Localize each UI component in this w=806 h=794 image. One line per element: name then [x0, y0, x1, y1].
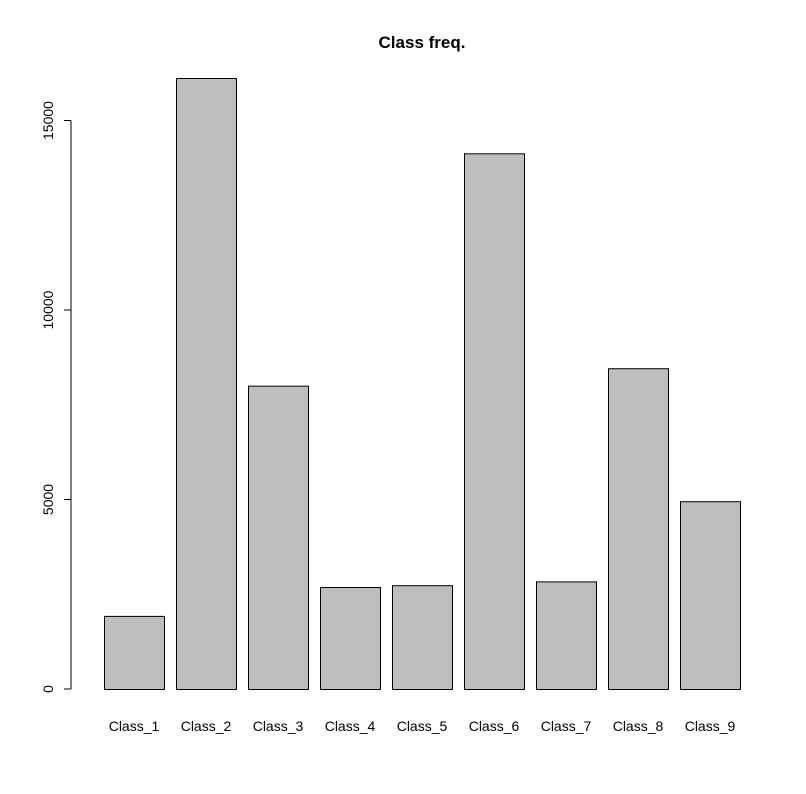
bar-class-9 [680, 501, 741, 691]
category-label: Class_2 [181, 718, 232, 734]
y-tick-label: 15000 [40, 101, 56, 140]
chart-title: Class freq. [379, 33, 466, 52]
bar-class-7 [536, 581, 597, 690]
bar-class-3 [248, 385, 309, 690]
category-label: Class_6 [469, 718, 520, 734]
bar-class-5 [392, 585, 453, 690]
category-label: Class_4 [325, 718, 376, 734]
category-label: Class_5 [397, 718, 448, 734]
bar-class-2 [176, 78, 237, 690]
bar-class-4 [320, 587, 381, 690]
bar-class-8 [608, 368, 669, 690]
category-label: Class_1 [109, 718, 160, 734]
y-axis: 0 5000 10000 15000 [40, 101, 72, 693]
category-label: Class_8 [613, 718, 664, 734]
bar-class-1 [104, 615, 165, 690]
bar-class-6 [464, 153, 525, 690]
category-label: Class_7 [541, 718, 592, 734]
y-tick-label: 0 [40, 685, 56, 693]
bars [104, 78, 741, 691]
category-labels: Class_1 Class_2 Class_3 Class_4 Class_5 Class… [109, 718, 736, 734]
category-label: Class_3 [253, 718, 304, 734]
y-tick-label: 5000 [40, 484, 56, 515]
y-tick-label: 10000 [40, 290, 56, 329]
category-label: Class_9 [685, 718, 736, 734]
